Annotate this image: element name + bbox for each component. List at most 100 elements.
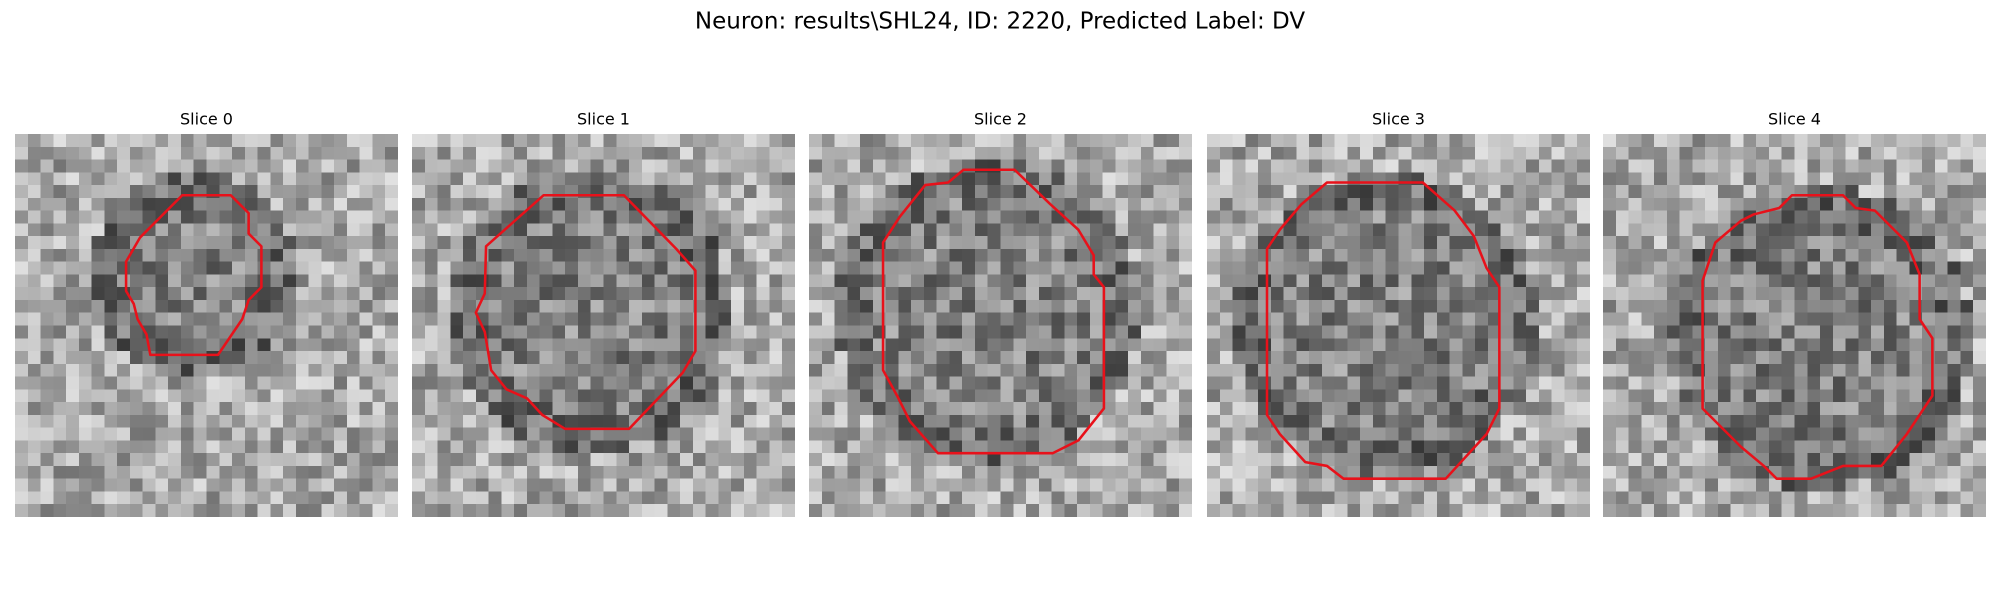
- pixel: [1730, 325, 1744, 339]
- pixel: [949, 478, 963, 492]
- pixel: [821, 261, 835, 275]
- pixel: [731, 376, 745, 390]
- pixel: [1013, 287, 1027, 301]
- pixel: [514, 299, 528, 313]
- pixel: [424, 363, 438, 377]
- pixel: [1140, 478, 1154, 492]
- pixel: [1179, 427, 1192, 441]
- pixel: [718, 236, 732, 250]
- pixel: [1385, 351, 1399, 365]
- pixel: [1487, 312, 1501, 326]
- pixel: [1360, 478, 1374, 492]
- pixel: [1781, 504, 1795, 517]
- pixel: [1692, 465, 1706, 479]
- pixel: [987, 338, 1001, 352]
- pixel: [1219, 478, 1233, 492]
- pixel: [1347, 274, 1361, 288]
- pixel: [1115, 453, 1129, 467]
- pixel: [847, 146, 861, 160]
- pixel: [1309, 210, 1323, 224]
- pixel: [1705, 440, 1719, 454]
- pixel: [872, 197, 886, 211]
- pixel: [206, 376, 220, 390]
- pixel: [104, 159, 118, 173]
- pixel: [1436, 402, 1450, 416]
- pixel: [1089, 299, 1103, 313]
- pixel: [1577, 287, 1590, 301]
- pixel: [731, 414, 745, 428]
- pixel: [155, 351, 169, 365]
- pixel: [974, 134, 988, 148]
- pixel: [1475, 287, 1489, 301]
- pixel: [66, 261, 80, 275]
- pixel: [1013, 261, 1027, 275]
- pixel: [1807, 299, 1821, 313]
- pixel: [1487, 287, 1501, 301]
- pixel: [385, 478, 398, 492]
- pixel: [437, 299, 451, 313]
- pixel: [1679, 389, 1693, 403]
- pixel: [1283, 402, 1297, 416]
- pixel: [1026, 440, 1040, 454]
- pixel: [1603, 440, 1617, 454]
- pixel: [1526, 363, 1540, 377]
- pixel: [756, 261, 770, 275]
- pixel: [898, 134, 912, 148]
- pixel: [1000, 453, 1014, 467]
- pixel: [1270, 248, 1284, 262]
- pixel: [1705, 223, 1719, 237]
- pixel: [1883, 312, 1897, 326]
- pixel: [692, 185, 706, 199]
- pixel: [475, 261, 489, 275]
- pixel: [1679, 465, 1693, 479]
- pixel: [1513, 210, 1527, 224]
- pixel: [590, 414, 604, 428]
- pixel: [1411, 465, 1425, 479]
- pixel: [1166, 376, 1180, 390]
- pixel: [244, 376, 258, 390]
- pixel: [821, 402, 835, 416]
- pixel: [1128, 440, 1142, 454]
- pixel: [104, 389, 118, 403]
- pixel: [219, 465, 233, 479]
- pixel: [359, 159, 373, 173]
- pixel: [629, 274, 643, 288]
- pixel: [936, 440, 950, 454]
- pixel: [1756, 261, 1770, 275]
- pixel: [1296, 287, 1310, 301]
- pixel: [705, 248, 719, 262]
- pixel: [334, 440, 348, 454]
- pixel: [232, 146, 246, 160]
- pixel: [475, 159, 489, 173]
- pixel: [1896, 185, 1910, 199]
- pixel: [372, 261, 386, 275]
- pixel: [526, 338, 540, 352]
- pixel: [1321, 389, 1335, 403]
- pixel: [1832, 248, 1846, 262]
- pixel: [180, 146, 194, 160]
- pixel: [1219, 504, 1233, 517]
- pixel: [168, 504, 182, 517]
- pixel: [412, 325, 426, 339]
- pixel: [1309, 223, 1323, 237]
- pixel: [1398, 223, 1412, 237]
- pixel: [1102, 185, 1116, 199]
- pixel: [270, 274, 284, 288]
- pixel: [1487, 389, 1501, 403]
- pixel: [1321, 414, 1335, 428]
- pixel: [104, 427, 118, 441]
- pixel: [1153, 146, 1167, 160]
- pixel: [450, 389, 464, 403]
- pixel: [1411, 236, 1425, 250]
- pixel: [1730, 159, 1744, 173]
- pixel: [180, 197, 194, 211]
- pixel: [1922, 134, 1936, 148]
- pixel: [692, 389, 706, 403]
- pixel: [1166, 427, 1180, 441]
- pixel: [552, 159, 566, 173]
- pixel: [1692, 453, 1706, 467]
- pixel: [1411, 299, 1425, 313]
- pixel: [616, 491, 630, 505]
- pixel: [1679, 146, 1693, 160]
- pixel: [1372, 478, 1386, 492]
